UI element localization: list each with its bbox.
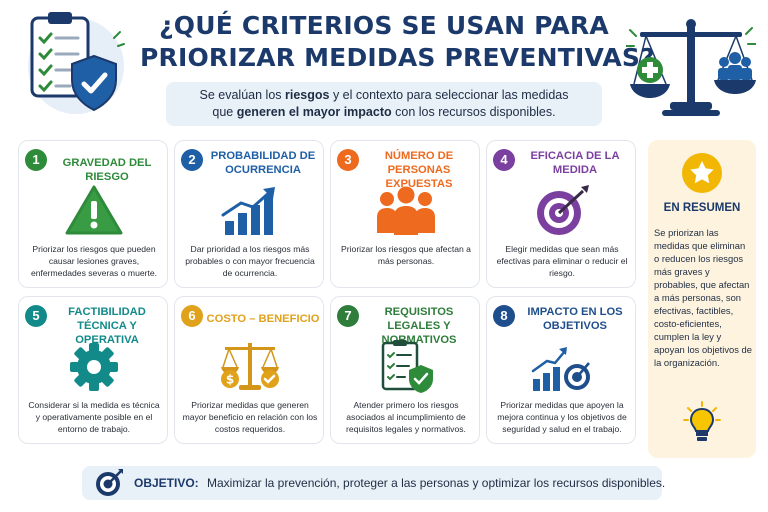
summary-panel: EN RESUMEN Se priorizan las medidas que …	[648, 140, 756, 458]
criterion-description: Considerar si la medida es técnica y ope…	[28, 400, 160, 434]
subtitle-panel: Se evalúan los riesgos y el contexto par…	[166, 82, 602, 126]
criterion-title: PROBABILIDAD DE OCURRENCIA	[210, 150, 316, 176]
objective-label: OBJETIVO:	[134, 476, 199, 490]
chart-target-icon	[531, 347, 590, 391]
criterion-description: Priorizar los riesgos que afectan a más …	[341, 244, 471, 266]
criterion-card-probability: 2 PROBABILIDAD DE OCURRENCIA Dar priorid…	[174, 140, 324, 288]
objective-text: Maximizar la prevención, proteger a las …	[207, 476, 666, 490]
criterion-description: Priorizar los riesgos que pueden causar …	[30, 244, 158, 278]
balance-scale-icon: $	[221, 343, 279, 390]
title-line-1: ¿QUÉ CRITERIOS SE USAN PARA	[159, 11, 609, 40]
title-line-2: PRIORIZAR MEDIDAS PREVENTIVAS?	[140, 43, 655, 72]
subtitle-line-2: que generen el mayor impacto con los rec…	[166, 104, 602, 121]
criterion-description: Dar prioridad a los riesgos más probable…	[185, 244, 315, 278]
summary-text: Se priorizan las medidas que eliminan o …	[654, 227, 752, 368]
target-arrow-icon	[96, 469, 123, 496]
subtitle-line-1: Se evalúan los riesgos y el contexto par…	[166, 87, 602, 104]
summary-title: EN RESUMEN	[663, 202, 741, 214]
criterion-number: 8	[493, 305, 515, 327]
lightbulb-icon	[683, 401, 721, 441]
criterion-description: Atender primero los riesgos asociados al…	[346, 400, 466, 434]
criterion-description: Priorizar medidas que generen mayor bene…	[182, 400, 318, 434]
criterion-number: 5	[25, 305, 47, 327]
criterion-card-effectiveness: 4 EFICACIA DE LA MEDIDA Elegir medidas q…	[486, 140, 636, 288]
criterion-title: COSTO – BENEFICIO	[206, 313, 320, 325]
clipboard-shield-icon	[28, 12, 125, 114]
objective-bar: OBJETIVO: Maximizar la prevención, prote…	[82, 466, 666, 500]
subtitle-bold-impact: generen el mayor impacto	[236, 105, 392, 119]
criterion-number: 4	[493, 149, 515, 171]
criterion-number: 2	[181, 149, 203, 171]
criterion-card-legal-requirements: 7 REQUISITOS LEGALES Y NORMATIVOS Atende…	[330, 296, 480, 444]
subtitle-text: Se evalúan los	[199, 88, 285, 102]
criterion-number: 1	[25, 149, 47, 171]
subtitle-bold-risks: riesgos	[285, 88, 330, 102]
criterion-card-exposed-people: 3 NÚMERO DE PERSONAS EXPUESTAS Priorizar…	[330, 140, 480, 288]
checklist-shield-icon	[381, 340, 433, 393]
criterion-card-cost-benefit: 6 COSTO – BENEFICIO $ Priorizar medidas …	[174, 296, 324, 444]
criterion-title: IMPACTO EN LOS OBJETIVOS	[527, 306, 623, 332]
criterion-card-severity: 1 GRAVEDAD DEL RIESGO Priorizar los ries…	[18, 140, 168, 288]
subtitle-text: y el contexto para seleccionar las medid…	[329, 88, 569, 102]
criterion-number: 3	[337, 149, 359, 171]
target-icon	[537, 185, 589, 235]
star-badge-icon	[682, 153, 722, 193]
balance-scale-header-icon	[626, 19, 756, 116]
criterion-card-feasibility: 5 FACTIBILIDAD TÉCNICA Y OPERATIVA Consi…	[18, 296, 168, 444]
criterion-description: Elegir medidas que sean más efectivas pa…	[496, 244, 628, 278]
warning-icon	[65, 185, 123, 235]
page-title: ¿QUÉ CRITERIOS SE USAN PARA PRIORIZAR ME…	[140, 10, 655, 74]
criterion-title: NÚMERO DE PERSONAS EXPUESTAS	[384, 150, 454, 190]
gear-icon	[70, 343, 118, 391]
criterion-title: GRAVEDAD DEL RIESGO	[62, 157, 152, 183]
people-group-icon	[377, 186, 435, 235]
criterion-number: 6	[181, 305, 203, 327]
svg-text:$: $	[226, 373, 234, 387]
subtitle-text: que	[212, 105, 237, 119]
criterion-card-objectives-impact: 8 IMPACTO EN LOS OBJETIVOS Priorizar med…	[486, 296, 636, 444]
criterion-number: 7	[337, 305, 359, 327]
subtitle-text: con los recursos disponibles.	[391, 105, 556, 119]
growth-chart-icon	[221, 187, 275, 235]
criterion-description: Priorizar medidas que apoyen la mejora c…	[497, 400, 627, 434]
criterion-title: REQUISITOS LEGALES Y NORMATIVOS	[381, 306, 457, 346]
criterion-title: EFICACIA DE LA MEDIDA	[530, 150, 620, 176]
